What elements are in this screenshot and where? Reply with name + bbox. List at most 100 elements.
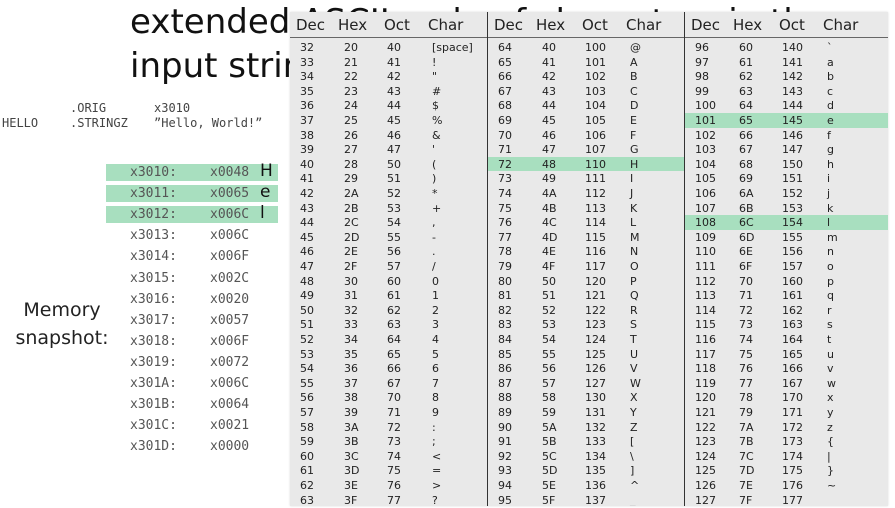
ascii-row: 47 2F 57 / — [290, 259, 487, 274]
ascii-cell-dec: 50 — [300, 303, 314, 317]
ascii-row: 53 35 65 5 — [290, 347, 487, 362]
memory-address: x3015: — [130, 270, 177, 286]
ascii-row: 32 20 40 [space] — [290, 40, 487, 55]
ascii-cell-chr: > — [432, 479, 442, 492]
ascii-cell-oct: 151 — [782, 172, 803, 186]
memory-row: x3010: x0048 H — [106, 161, 278, 181]
memory-row: x3013: x006C — [106, 227, 278, 244]
ascii-cell-hex: 29 — [344, 172, 358, 186]
ascii-cell-hex: 3B — [344, 435, 359, 449]
ascii-cell-oct: 167 — [782, 376, 803, 390]
ascii-cell-oct: 103 — [585, 84, 606, 98]
ascii-row: 91 5B 133 [ — [488, 434, 685, 449]
ascii-cell-chr: \ — [630, 449, 634, 463]
ascii-cell-dec: 82 — [498, 303, 512, 317]
ascii-row: 61 3D 75 = — [290, 463, 487, 478]
ascii-row: 105 69 151 i — [685, 171, 888, 186]
ascii-cell-dec: 48 — [300, 274, 314, 288]
ascii-cell-hex: 60 — [739, 41, 753, 54]
ascii-row: 48 30 60 0 — [290, 274, 487, 289]
ascii-cell-hex: 20 — [344, 41, 358, 54]
ascii-cell-hex: 21 — [344, 55, 358, 69]
ascii-cell-oct: 60 — [387, 274, 401, 288]
ascii-cell-oct: 144 — [782, 99, 803, 113]
ascii-cell-hex: 76 — [739, 362, 753, 376]
ascii-cell-hex: 28 — [344, 157, 358, 171]
ascii-cell-hex: 38 — [344, 391, 358, 405]
memory-address: x3016: — [130, 291, 177, 307]
ascii-cell-oct: 71 — [387, 406, 401, 419]
ascii-cell-dec: 117 — [695, 347, 716, 361]
ascii-cell-hex: 33 — [344, 318, 358, 332]
ascii-cell-hex: 34 — [344, 333, 358, 346]
ascii-cell-hex: 77 — [739, 376, 753, 390]
ascii-cell-hex: 2F — [344, 260, 358, 273]
ascii-row: 83 53 123 S — [488, 317, 685, 332]
ascii-cell-oct: 51 — [387, 172, 401, 186]
ascii-cell-hex: 37 — [344, 376, 358, 390]
ascii-row: 69 45 105 E — [488, 113, 685, 128]
ascii-cell-oct: 137 — [585, 493, 606, 506]
ascii-row: 39 27 47 ' — [290, 142, 487, 157]
ascii-cell-chr: + — [432, 201, 442, 215]
ascii-cell-chr: c — [827, 84, 834, 98]
ascii-cell-chr: [space] — [432, 41, 473, 54]
ascii-cell-chr: k — [827, 201, 834, 215]
ascii-cell-hex: 40 — [542, 41, 556, 54]
memory-char: e — [260, 182, 271, 203]
ascii-header-dec: Dec — [296, 16, 326, 34]
ascii-cell-oct: 50 — [387, 157, 401, 171]
ascii-cell-oct: 160 — [782, 274, 803, 288]
ascii-cell-chr: G — [630, 143, 639, 157]
ascii-cell-hex: 73 — [739, 318, 753, 332]
ascii-cell-hex: 7F — [739, 493, 753, 506]
ascii-cell-dec: 109 — [695, 230, 716, 244]
ascii-cell-dec: 122 — [695, 420, 716, 434]
ascii-cell-chr: n — [827, 245, 834, 259]
memory-row: x3012: x006C l — [106, 203, 278, 224]
ascii-cell-chr: ] — [630, 464, 635, 478]
ascii-cell-hex: 27 — [344, 143, 358, 157]
ascii-cell-hex: 4D — [542, 230, 558, 244]
ascii-cell-oct: 165 — [782, 347, 803, 361]
ascii-cell-hex: 58 — [542, 391, 556, 405]
ascii-cell-chr: A — [630, 55, 638, 69]
ascii-cell-dec: 89 — [498, 406, 512, 419]
ascii-table: Dec Hex Oct Char 32 20 40 [space] 33 21 41! 34 22 42 "… — [290, 12, 888, 506]
ascii-cell-dec: 110 — [695, 245, 716, 259]
memory-value: x002C — [210, 270, 250, 286]
ascii-cell-oct: 150 — [782, 157, 803, 171]
ascii-cell-hex: 41 — [542, 55, 556, 69]
ascii-cell-chr: ( — [432, 157, 437, 171]
ascii-cell-hex: 3A — [344, 420, 359, 434]
ascii-cell-dec: 121 — [695, 406, 716, 419]
ascii-cell-oct: 121 — [585, 289, 606, 303]
ascii-cell-chr: z — [827, 420, 833, 434]
ascii-cell-chr: u — [827, 347, 834, 361]
ascii-cell-oct: 172 — [782, 420, 803, 434]
ascii-cell-dec: 80 — [498, 274, 512, 288]
ascii-cell-oct: 143 — [782, 84, 803, 98]
ascii-cell-dec: 113 — [695, 289, 716, 303]
ascii-cell-hex: 5F — [542, 493, 556, 506]
ascii-cell-hex: 52 — [542, 303, 556, 317]
ascii-cell-dec: 52 — [300, 333, 314, 346]
ascii-cell-hex: 6B — [739, 201, 754, 215]
memory-value: x006F — [210, 333, 250, 349]
ascii-cell-hex: 5B — [542, 435, 557, 449]
ascii-cell-chr: " — [432, 70, 438, 84]
ascii-cell-dec: 69 — [498, 114, 512, 127]
ascii-cell-hex: 78 — [739, 391, 753, 405]
ascii-cell-oct: 134 — [585, 449, 606, 463]
ascii-cell-hex: 22 — [344, 70, 358, 84]
ascii-header-dec: Dec — [494, 16, 524, 34]
ascii-cell-oct: 155 — [782, 230, 803, 244]
ascii-cell-oct: 120 — [585, 274, 606, 288]
ascii-cell-hex: 54 — [542, 333, 556, 346]
ascii-row: 104 68 150 h — [685, 157, 888, 172]
memory-value: x0000 — [210, 439, 250, 455]
ascii-row: 118 76 166 v — [685, 361, 888, 376]
ascii-cell-chr: W — [630, 376, 641, 390]
ascii-cell-oct: 110 — [585, 157, 606, 171]
memory-value: x0020 — [210, 291, 250, 307]
